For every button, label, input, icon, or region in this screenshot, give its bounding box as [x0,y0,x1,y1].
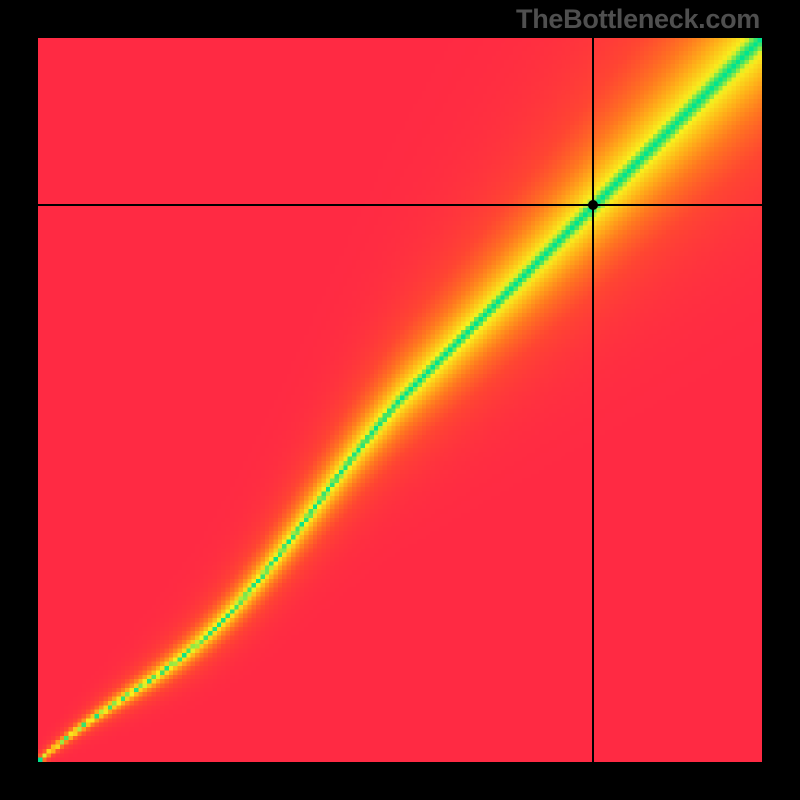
plot-area [38,38,762,762]
watermark-text: TheBottleneck.com [516,4,760,35]
heatmap-canvas [38,38,762,762]
crosshair-vertical [592,38,594,762]
crosshair-marker [588,200,598,210]
crosshair-horizontal [38,204,762,206]
root-container: TheBottleneck.com [0,0,800,800]
